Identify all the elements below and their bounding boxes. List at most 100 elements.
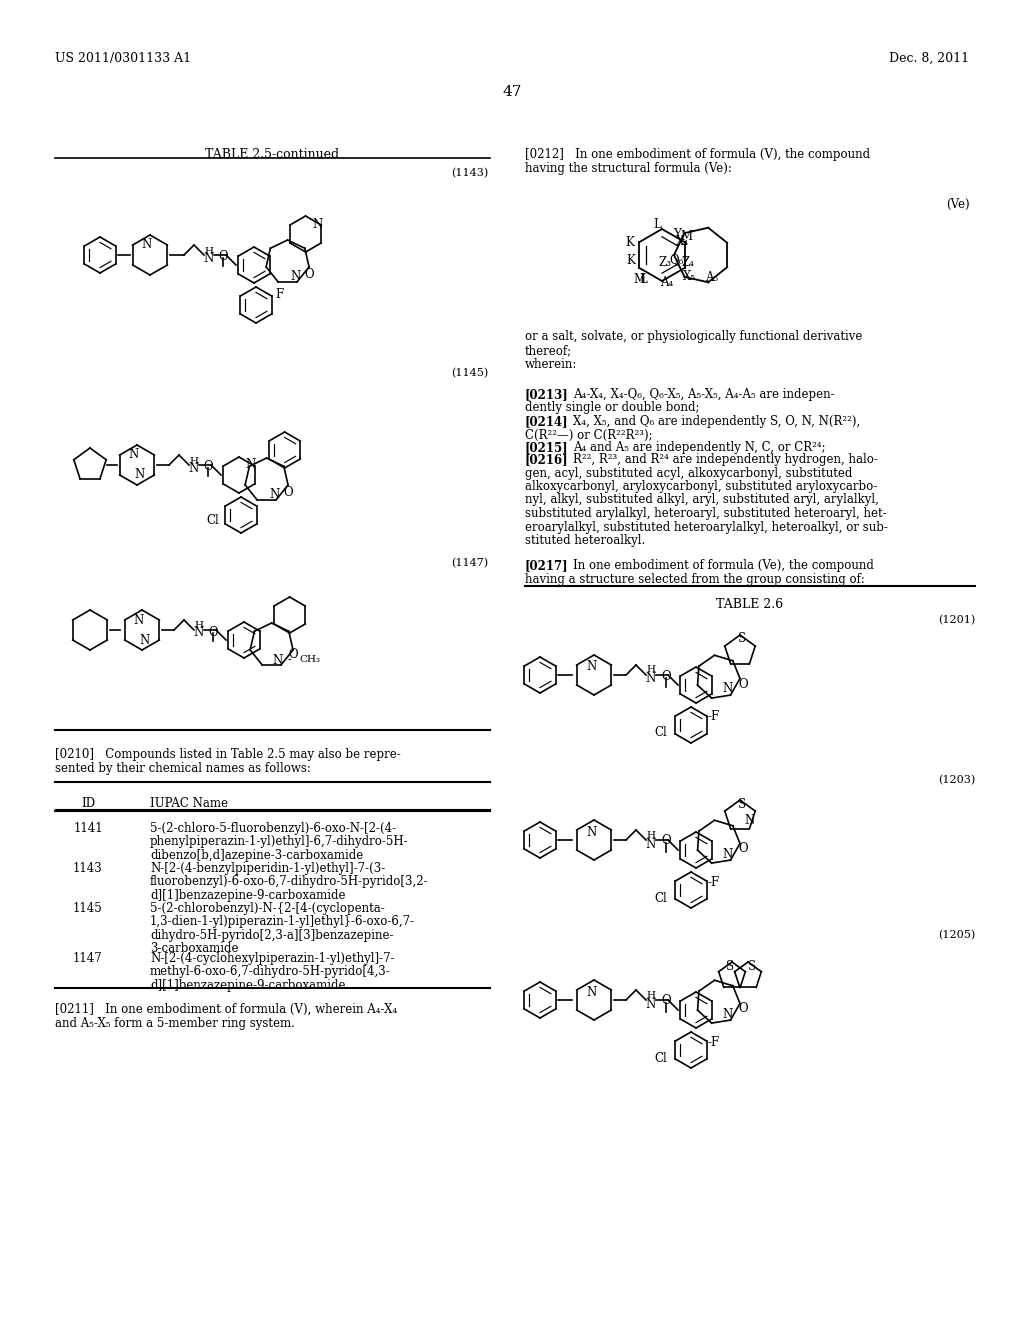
- Text: N: N: [135, 469, 145, 482]
- Text: sented by their chemical names as follows:: sented by their chemical names as follow…: [55, 762, 311, 775]
- Text: N: N: [723, 1007, 733, 1020]
- Text: 1145: 1145: [73, 902, 102, 915]
- Text: K: K: [627, 253, 636, 267]
- Text: O: O: [305, 268, 314, 281]
- Text: [0214]: [0214]: [525, 414, 568, 428]
- Text: Cl: Cl: [654, 726, 668, 739]
- Text: [0213]: [0213]: [525, 388, 568, 401]
- Text: X₅: X₅: [683, 271, 696, 284]
- Text: thereof;: thereof;: [525, 345, 572, 356]
- Text: N: N: [646, 837, 656, 850]
- Text: N: N: [723, 847, 733, 861]
- Text: N: N: [129, 449, 139, 462]
- Text: R²², R²³, and R²⁴ are independently hydrogen, halo-: R²², R²³, and R²⁴ are independently hydr…: [573, 453, 878, 466]
- Text: N: N: [587, 660, 597, 673]
- Text: S: S: [738, 632, 746, 645]
- Text: -F: -F: [708, 710, 720, 723]
- Text: [0215]: [0215]: [525, 441, 568, 454]
- Text: Y: Y: [673, 227, 681, 240]
- Text: 1141: 1141: [73, 822, 102, 836]
- Text: nyl, alkyl, substituted alkyl, aryl, substituted aryl, arylalkyl,: nyl, alkyl, substituted alkyl, aryl, sub…: [525, 494, 879, 507]
- Text: dihydro-5H-pyrido[2,3-a][3]benzazepine-: dihydro-5H-pyrido[2,3-a][3]benzazepine-: [150, 929, 393, 942]
- Text: N: N: [246, 458, 256, 471]
- Text: [0216]: [0216]: [525, 453, 568, 466]
- Text: (Ve): (Ve): [946, 198, 970, 211]
- Text: and A₅-X₅ form a 5-member ring system.: and A₅-X₅ form a 5-member ring system.: [55, 1016, 295, 1030]
- Text: N: N: [587, 825, 597, 838]
- Text: stituted heteroalkyl.: stituted heteroalkyl.: [525, 535, 645, 546]
- Text: N: N: [744, 814, 755, 828]
- Text: A₄-X₄, X₄-Q₆, Q₆-X₅, A₅-X₅, A₄-A₅ are indepen-: A₄-X₄, X₄-Q₆, Q₆-X₅, A₅-X₅, A₄-A₅ are in…: [573, 388, 835, 401]
- Text: C(R²²—) or C(R²²R²³);: C(R²²—) or C(R²²R²³);: [525, 429, 652, 441]
- Text: Z₄: Z₄: [681, 256, 694, 269]
- Text: O: O: [662, 834, 671, 847]
- Text: fluorobenzyl)-6-oxo-6,7-dihydro-5H-pyrido[3,2-: fluorobenzyl)-6-oxo-6,7-dihydro-5H-pyrid…: [150, 875, 429, 888]
- Text: N: N: [723, 682, 733, 696]
- Text: US 2011/0301133 A1: US 2011/0301133 A1: [55, 51, 191, 65]
- Text: 1147: 1147: [73, 952, 102, 965]
- Text: 1,3-dien-1-yl)piperazin-1-yl]ethyl}-6-oxo-6,7-: 1,3-dien-1-yl)piperazin-1-yl]ethyl}-6-ox…: [150, 916, 415, 928]
- Text: K: K: [625, 235, 634, 248]
- Text: (1147): (1147): [451, 558, 488, 569]
- Text: O: O: [289, 648, 298, 661]
- Text: dently single or double bond;: dently single or double bond;: [525, 401, 699, 414]
- Text: O: O: [208, 626, 218, 639]
- Text: H: H: [205, 247, 213, 256]
- Text: eroarylalkyl, substituted heteroarylalkyl, heteroalkyl, or sub-: eroarylalkyl, substituted heteroarylalky…: [525, 520, 888, 533]
- Text: or a salt, solvate, or physiologically functional derivative: or a salt, solvate, or physiologically f…: [525, 330, 862, 343]
- Text: (1145): (1145): [451, 368, 488, 379]
- Text: M: M: [681, 230, 692, 243]
- Text: methyl-6-oxo-6,7-dihydro-5H-pyrido[4,3-: methyl-6-oxo-6,7-dihydro-5H-pyrido[4,3-: [150, 965, 391, 978]
- Text: X₄: X₄: [676, 235, 689, 248]
- Text: A₄: A₄: [660, 276, 674, 289]
- Text: F: F: [274, 289, 283, 301]
- Text: N: N: [291, 271, 301, 284]
- Text: ID: ID: [81, 797, 95, 810]
- Text: S: S: [726, 960, 734, 973]
- Text: gen, acyl, substituted acyl, alkoxycarbonyl, substituted: gen, acyl, substituted acyl, alkoxycarbo…: [525, 466, 852, 479]
- Text: N: N: [646, 672, 656, 685]
- Text: IUPAC Name: IUPAC Name: [150, 797, 228, 810]
- Text: d][1]benzazepine-9-carboxamide: d][1]benzazepine-9-carboxamide: [150, 888, 345, 902]
- Text: H: H: [646, 665, 655, 675]
- Text: alkoxycarbonyl, aryloxycarbonyl, substituted aryloxycarbo-: alkoxycarbonyl, aryloxycarbonyl, substit…: [525, 480, 878, 492]
- Text: 3-carboxamide: 3-carboxamide: [150, 942, 239, 956]
- Text: H: H: [189, 457, 199, 466]
- Text: N: N: [312, 218, 323, 231]
- Text: X₄, X₅, and Q₆ are independently S, O, N, N(R²²),: X₄, X₅, and Q₆ are independently S, O, N…: [573, 414, 860, 428]
- Text: O: O: [738, 677, 748, 690]
- Text: having a structure selected from the group consisting of:: having a structure selected from the gro…: [525, 573, 865, 586]
- Text: In one embodiment of formula (Ve), the compound: In one embodiment of formula (Ve), the c…: [573, 558, 873, 572]
- Text: N: N: [272, 653, 283, 667]
- Text: L: L: [639, 273, 647, 286]
- Text: CH₃: CH₃: [300, 656, 321, 664]
- Text: (1203): (1203): [938, 775, 975, 785]
- Text: 5-(2-chlorobenzyl)-N-{2-[4-(cyclopenta-: 5-(2-chlorobenzyl)-N-{2-[4-(cyclopenta-: [150, 902, 385, 915]
- Text: N-[2-(4-cyclohexylpiperazin-1-yl)ethyl]-7-: N-[2-(4-cyclohexylpiperazin-1-yl)ethyl]-…: [150, 952, 394, 965]
- Text: -F: -F: [708, 1035, 720, 1048]
- Text: d][1]benzazepine-9-carboxamide: d][1]benzazepine-9-carboxamide: [150, 979, 345, 993]
- Text: Cl: Cl: [654, 891, 668, 904]
- Text: N: N: [587, 986, 597, 998]
- Text: (1201): (1201): [938, 615, 975, 626]
- Text: 1143: 1143: [73, 862, 102, 875]
- Text: H: H: [646, 990, 655, 999]
- Text: (1205): (1205): [938, 931, 975, 940]
- Text: substituted arylalkyl, heteroaryl, substituted heteroaryl, het-: substituted arylalkyl, heteroaryl, subst…: [525, 507, 887, 520]
- Text: O: O: [203, 461, 213, 474]
- Text: 47: 47: [503, 84, 521, 99]
- Text: Q₆: Q₆: [670, 253, 684, 267]
- Text: -: -: [288, 655, 292, 665]
- Text: wherein:: wherein:: [525, 358, 578, 371]
- Text: -F: -F: [708, 875, 720, 888]
- Text: O: O: [662, 994, 671, 1007]
- Text: O: O: [284, 486, 294, 499]
- Text: N: N: [140, 634, 151, 647]
- Text: having the structural formula (Ve):: having the structural formula (Ve):: [525, 162, 732, 176]
- Text: N: N: [142, 239, 153, 252]
- Text: N: N: [646, 998, 656, 1011]
- Text: phenylpiperazin-1-yl)ethyl]-6,7-dihydro-5H-: phenylpiperazin-1-yl)ethyl]-6,7-dihydro-…: [150, 836, 409, 849]
- Text: Cl: Cl: [654, 1052, 668, 1064]
- Text: S: S: [748, 960, 756, 973]
- Text: N: N: [134, 614, 144, 627]
